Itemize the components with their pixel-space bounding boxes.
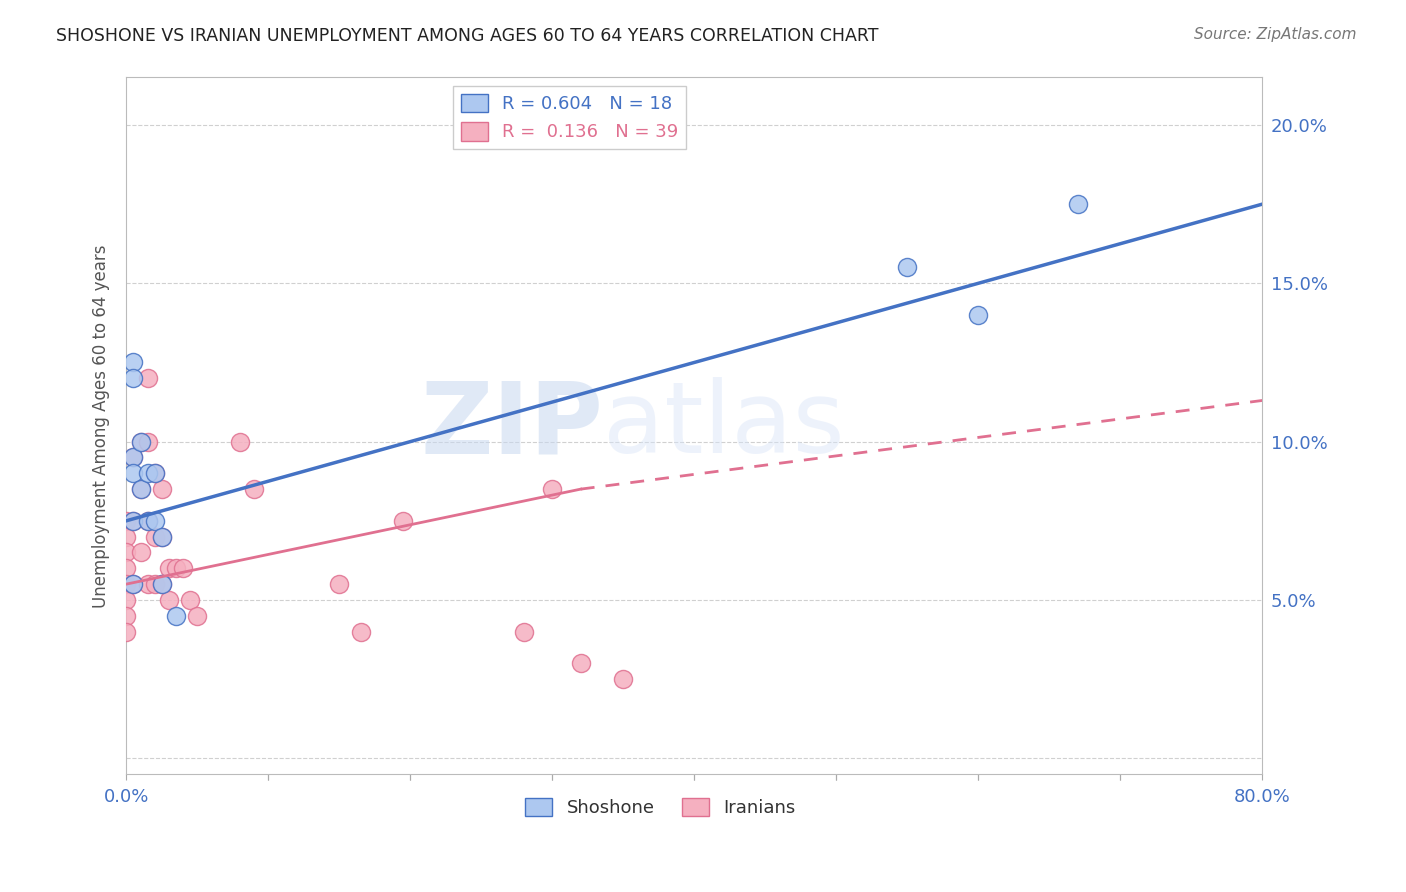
Legend: Shoshone, Iranians: Shoshone, Iranians <box>517 790 803 824</box>
Point <box>172 561 194 575</box>
Point <box>150 577 173 591</box>
Point <box>143 467 166 481</box>
Point <box>157 593 180 607</box>
Point <box>115 577 138 591</box>
Point <box>513 624 536 639</box>
Point <box>115 545 138 559</box>
Y-axis label: Unemployment Among Ages 60 to 64 years: Unemployment Among Ages 60 to 64 years <box>93 244 110 607</box>
Point <box>150 530 173 544</box>
Point <box>122 355 145 369</box>
Point <box>136 371 159 385</box>
Point <box>150 482 173 496</box>
Point <box>967 308 990 322</box>
Point <box>122 514 145 528</box>
Point <box>115 624 138 639</box>
Point <box>115 593 138 607</box>
Text: Source: ZipAtlas.com: Source: ZipAtlas.com <box>1194 27 1357 42</box>
Point <box>129 482 152 496</box>
Point <box>122 577 145 591</box>
Point <box>328 577 350 591</box>
Point <box>122 514 145 528</box>
Point <box>129 434 152 449</box>
Point <box>150 530 173 544</box>
Point <box>143 577 166 591</box>
Point <box>136 467 159 481</box>
Text: atlas: atlas <box>603 377 845 475</box>
Point <box>136 514 159 528</box>
Point <box>122 450 145 465</box>
Point <box>569 657 592 671</box>
Point <box>349 624 371 639</box>
Point <box>392 514 415 528</box>
Point <box>122 577 145 591</box>
Point <box>612 672 634 686</box>
Point <box>115 530 138 544</box>
Point <box>179 593 201 607</box>
Point <box>143 514 166 528</box>
Point <box>1067 197 1090 211</box>
Point <box>165 561 187 575</box>
Text: SHOSHONE VS IRANIAN UNEMPLOYMENT AMONG AGES 60 TO 64 YEARS CORRELATION CHART: SHOSHONE VS IRANIAN UNEMPLOYMENT AMONG A… <box>56 27 879 45</box>
Point <box>143 530 166 544</box>
Point <box>115 608 138 623</box>
Point <box>541 482 564 496</box>
Point <box>129 482 152 496</box>
Point <box>165 608 187 623</box>
Point <box>122 467 145 481</box>
Point <box>136 514 159 528</box>
Point <box>122 450 145 465</box>
Point <box>229 434 252 449</box>
Point <box>115 561 138 575</box>
Point <box>129 545 152 559</box>
Point <box>122 371 145 385</box>
Point <box>157 561 180 575</box>
Point <box>136 434 159 449</box>
Point <box>143 467 166 481</box>
Point <box>186 608 208 623</box>
Point <box>115 514 138 528</box>
Point <box>129 434 152 449</box>
Point <box>243 482 266 496</box>
Point <box>136 577 159 591</box>
Point <box>896 260 918 275</box>
Point <box>150 577 173 591</box>
Text: ZIP: ZIP <box>420 377 603 475</box>
